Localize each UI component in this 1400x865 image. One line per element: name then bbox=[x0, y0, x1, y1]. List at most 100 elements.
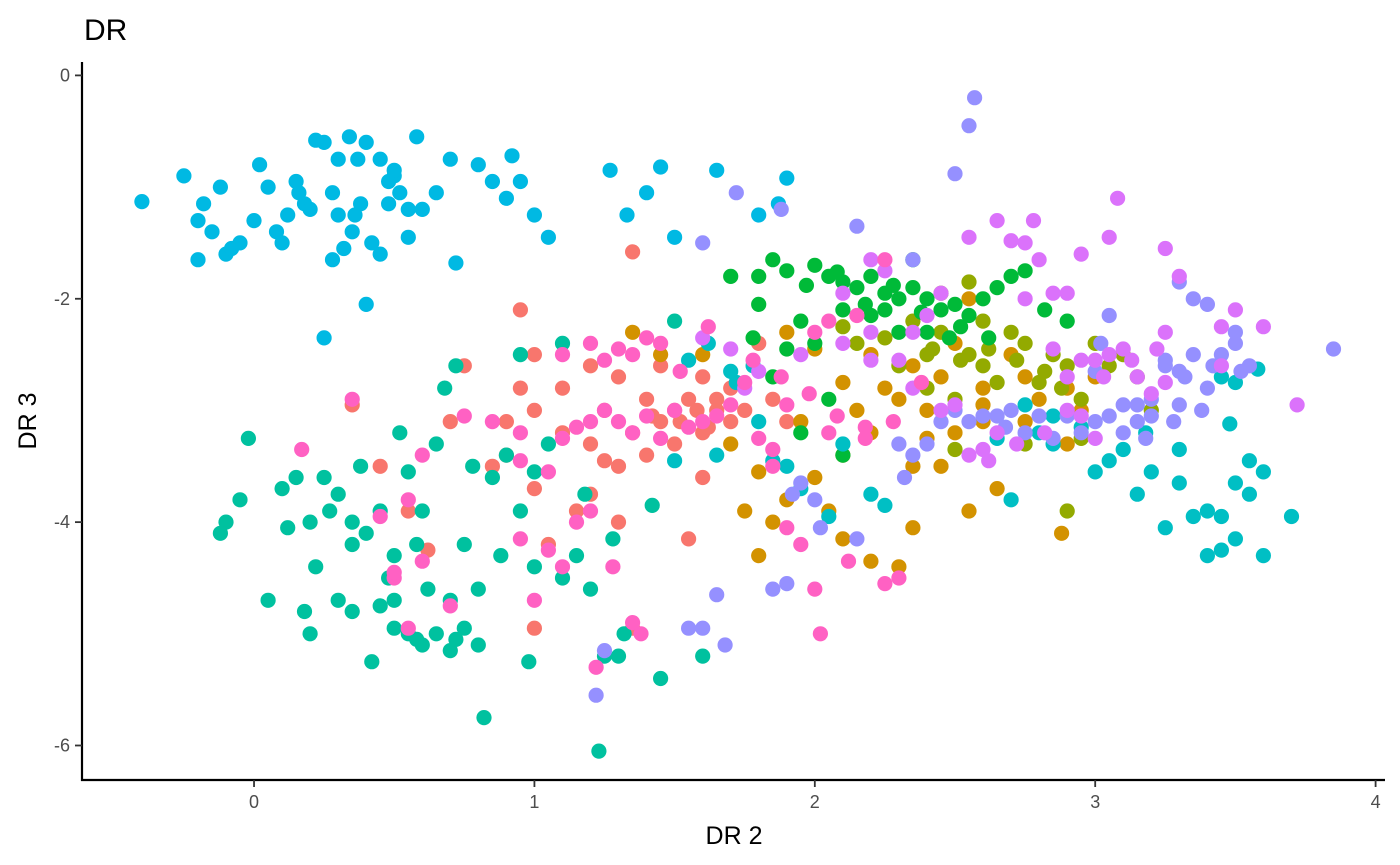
data-point bbox=[877, 302, 893, 318]
data-point bbox=[891, 436, 907, 452]
data-point bbox=[296, 603, 313, 620]
data-point bbox=[246, 213, 262, 229]
data-point bbox=[625, 425, 641, 441]
data-point bbox=[863, 553, 879, 569]
data-point bbox=[891, 324, 907, 340]
data-point bbox=[288, 469, 304, 486]
data-point bbox=[801, 386, 817, 402]
data-point bbox=[484, 458, 500, 474]
data-point bbox=[975, 313, 991, 329]
data-point bbox=[913, 374, 930, 391]
data-point bbox=[1124, 352, 1140, 368]
data-point bbox=[905, 280, 921, 296]
data-point bbox=[751, 414, 767, 430]
data-point bbox=[554, 380, 571, 396]
data-point bbox=[591, 743, 607, 759]
data-point bbox=[1054, 525, 1070, 541]
points-layer bbox=[134, 90, 1342, 759]
data-point bbox=[681, 391, 697, 407]
data-point bbox=[1073, 391, 1089, 407]
data-point bbox=[512, 531, 529, 547]
data-point bbox=[1059, 358, 1075, 374]
data-point bbox=[386, 564, 402, 581]
data-point bbox=[849, 335, 865, 351]
series-4 bbox=[212, 313, 711, 759]
data-point bbox=[204, 224, 220, 240]
data-point bbox=[353, 458, 369, 474]
data-point bbox=[1017, 397, 1033, 413]
data-point bbox=[667, 313, 683, 329]
data-point bbox=[274, 481, 290, 497]
data-point bbox=[835, 531, 851, 547]
data-point bbox=[540, 229, 557, 245]
data-point bbox=[358, 296, 374, 312]
data-point bbox=[1185, 508, 1201, 525]
data-point bbox=[765, 514, 781, 530]
data-point bbox=[1073, 246, 1089, 262]
data-point bbox=[947, 441, 963, 458]
data-point bbox=[1149, 341, 1165, 357]
series-8 bbox=[695, 190, 1305, 469]
data-point bbox=[1045, 408, 1061, 424]
data-point bbox=[596, 453, 613, 469]
data-point bbox=[821, 313, 837, 329]
data-point bbox=[975, 358, 991, 374]
data-point bbox=[526, 402, 543, 418]
data-point bbox=[1129, 414, 1145, 430]
data-point bbox=[218, 514, 234, 530]
data-point bbox=[737, 374, 753, 391]
data-point bbox=[1054, 380, 1070, 396]
data-point bbox=[1017, 425, 1033, 441]
data-point bbox=[639, 408, 655, 424]
data-point bbox=[456, 620, 472, 636]
data-point bbox=[765, 252, 781, 268]
data-point bbox=[737, 503, 753, 519]
data-point bbox=[409, 631, 425, 648]
data-point bbox=[1101, 307, 1117, 324]
data-point bbox=[975, 291, 991, 307]
data-point bbox=[1283, 508, 1300, 525]
data-point bbox=[1115, 441, 1131, 458]
data-point bbox=[308, 559, 324, 575]
data-point bbox=[891, 352, 907, 368]
data-point bbox=[400, 201, 416, 217]
data-point bbox=[540, 542, 557, 558]
data-point bbox=[807, 469, 823, 486]
data-point bbox=[1199, 296, 1215, 312]
data-point bbox=[961, 414, 977, 430]
data-point bbox=[224, 240, 240, 257]
data-point bbox=[1227, 531, 1243, 547]
data-point bbox=[448, 358, 464, 374]
data-point bbox=[1059, 285, 1075, 301]
data-point bbox=[975, 397, 991, 413]
data-point bbox=[336, 240, 352, 257]
data-point bbox=[1199, 548, 1215, 564]
data-point bbox=[1093, 335, 1109, 351]
data-point bbox=[709, 391, 725, 407]
data-point bbox=[1073, 352, 1089, 368]
data-point bbox=[728, 185, 744, 201]
data-point bbox=[1166, 414, 1182, 430]
data-point bbox=[1096, 369, 1112, 385]
data-point bbox=[1059, 503, 1075, 519]
data-point bbox=[568, 503, 585, 519]
data-point bbox=[456, 536, 472, 553]
data-point bbox=[751, 430, 767, 446]
data-point bbox=[933, 302, 949, 318]
data-point bbox=[779, 397, 795, 413]
data-point bbox=[933, 402, 949, 418]
data-point bbox=[414, 503, 430, 519]
data-point bbox=[779, 458, 795, 474]
data-point bbox=[653, 335, 669, 351]
data-point bbox=[779, 414, 795, 430]
data-point bbox=[582, 335, 599, 351]
data-point bbox=[212, 525, 228, 541]
data-point bbox=[526, 620, 543, 636]
data-point bbox=[1233, 363, 1249, 379]
data-point bbox=[347, 207, 363, 223]
data-point bbox=[316, 330, 332, 346]
data-point bbox=[470, 637, 486, 653]
data-point bbox=[386, 592, 402, 608]
data-point bbox=[1037, 425, 1053, 441]
data-point bbox=[835, 436, 851, 452]
